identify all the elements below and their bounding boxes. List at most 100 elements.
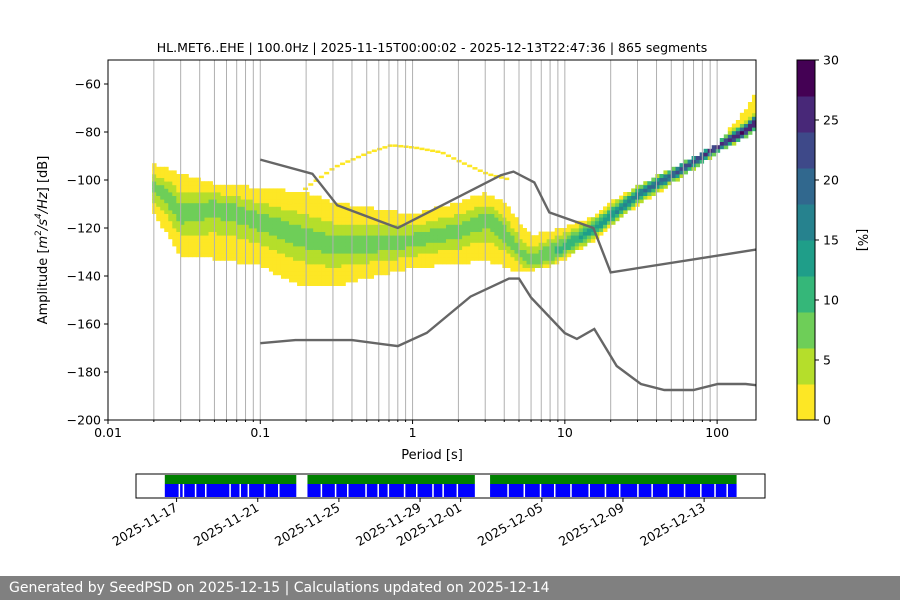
heatmap-cell [417, 220, 423, 225]
heatmap-cell [490, 199, 495, 204]
heatmap-cell [204, 206, 209, 211]
heatmap-cell [172, 170, 177, 175]
heatmap-cell [586, 231, 592, 236]
heatmap-cell [381, 228, 387, 232]
heatmap-cell [546, 253, 552, 258]
heatmap-cell [731, 138, 737, 142]
heatmap-cell [200, 202, 205, 207]
heatmap-cell [244, 199, 250, 204]
heatmap-cell [550, 238, 556, 243]
heatmap-cell [232, 184, 238, 189]
heatmap-cell [160, 217, 165, 222]
heatmap-cell [333, 213, 338, 218]
heatmap-cell [321, 199, 326, 204]
heatmap-cell [494, 246, 499, 250]
heatmap-cell [357, 260, 362, 265]
heatmap-cell [192, 220, 197, 225]
heatmap-cell [381, 238, 387, 243]
heatmap-cell [333, 228, 338, 232]
heatmap-cell [168, 224, 173, 229]
heatmap-cell [240, 213, 246, 218]
heatmap-cell [566, 246, 572, 250]
heatmap-cell [240, 256, 246, 261]
heatmap-cell [216, 238, 222, 243]
heatmap-cell [196, 184, 201, 189]
psd-chart: HL.MET6..EHE | 100.0Hz | 2025-11-15T00:0… [34, 40, 869, 549]
heatmap-cell [305, 246, 310, 250]
heatmap-cell [333, 267, 338, 272]
heatmap-cell [603, 228, 608, 232]
heatmap-cell [260, 231, 266, 236]
heatmap-cell [156, 184, 161, 189]
timeline-gap [714, 484, 716, 497]
heatmap-cell [321, 253, 326, 258]
heatmap-cell [317, 246, 322, 250]
heatmap-cell [305, 274, 310, 279]
heatmap-cell [192, 231, 197, 236]
heatmap-cell [305, 217, 310, 222]
heatmap-cell [313, 264, 318, 268]
heatmap-cell [297, 231, 302, 236]
colorbar-swatch [797, 72, 815, 79]
heatmap-cell [329, 224, 334, 229]
heatmap-cell [711, 145, 717, 150]
heatmap-cell [297, 224, 302, 229]
heatmap-cell [321, 202, 326, 207]
heatmap-cell [554, 256, 560, 261]
heatmap-cell [546, 256, 552, 261]
heatmap-cell [268, 246, 274, 250]
heatmap-cell [232, 256, 238, 261]
heatmap-cell [196, 206, 201, 211]
heatmap-cell [619, 199, 624, 204]
heatmap-cell [405, 238, 411, 243]
heatmap-cell [590, 231, 596, 236]
heatmap-cell [276, 256, 282, 261]
heatmap-cell [353, 271, 358, 276]
heatmap-cell [413, 220, 419, 225]
heatmap-cell [558, 253, 564, 258]
heatmap-cell [313, 274, 318, 279]
heatmap-cell [458, 256, 463, 261]
heatmap-cell [719, 145, 725, 150]
heatmap-cell [220, 184, 226, 189]
heatmap-cell [228, 220, 234, 225]
heatmap-cell [260, 195, 266, 200]
heatmap-cell [176, 192, 181, 196]
heatmap-cell [220, 199, 226, 204]
colorbar-swatch [797, 192, 815, 199]
heatmap-cell [309, 267, 314, 272]
timeline-coverage-bar [490, 475, 737, 484]
heatmap-cell [466, 238, 471, 243]
heatmap-cell [345, 256, 350, 261]
heatmap-cell [389, 242, 395, 247]
heatmap-cell [442, 235, 447, 240]
heatmap-cell [252, 188, 258, 193]
heatmap-outlier-cell [477, 169, 483, 172]
heatmap-cell [152, 177, 157, 182]
heatmap-cell [345, 274, 350, 279]
heatmap-cell [466, 256, 471, 261]
heatmap-cell [293, 192, 298, 196]
heatmap-cell [675, 177, 680, 182]
heatmap-cell [168, 210, 173, 214]
heatmap-cell [554, 231, 560, 236]
heatmap-cell [514, 253, 519, 258]
heatmap-cell [474, 246, 479, 250]
heatmap-cell [514, 246, 519, 250]
heatmap-cell [200, 238, 205, 243]
heatmap-cell [494, 224, 499, 229]
colorbar-swatch [797, 282, 815, 289]
heatmap-cell [373, 253, 378, 258]
heatmap-cell [184, 213, 189, 218]
heatmap-cell [667, 174, 672, 178]
heatmap-cell [437, 224, 443, 229]
heatmap-cell [546, 242, 552, 247]
heatmap-cell [514, 235, 519, 240]
heatmap-cell [160, 213, 165, 218]
heatmap-cell [172, 238, 177, 243]
heatmap-cell [514, 260, 519, 265]
heatmap-cell [220, 210, 226, 214]
heatmap-cell [647, 188, 652, 193]
heatmap-cell [252, 228, 258, 232]
heatmap-cell [160, 210, 165, 214]
